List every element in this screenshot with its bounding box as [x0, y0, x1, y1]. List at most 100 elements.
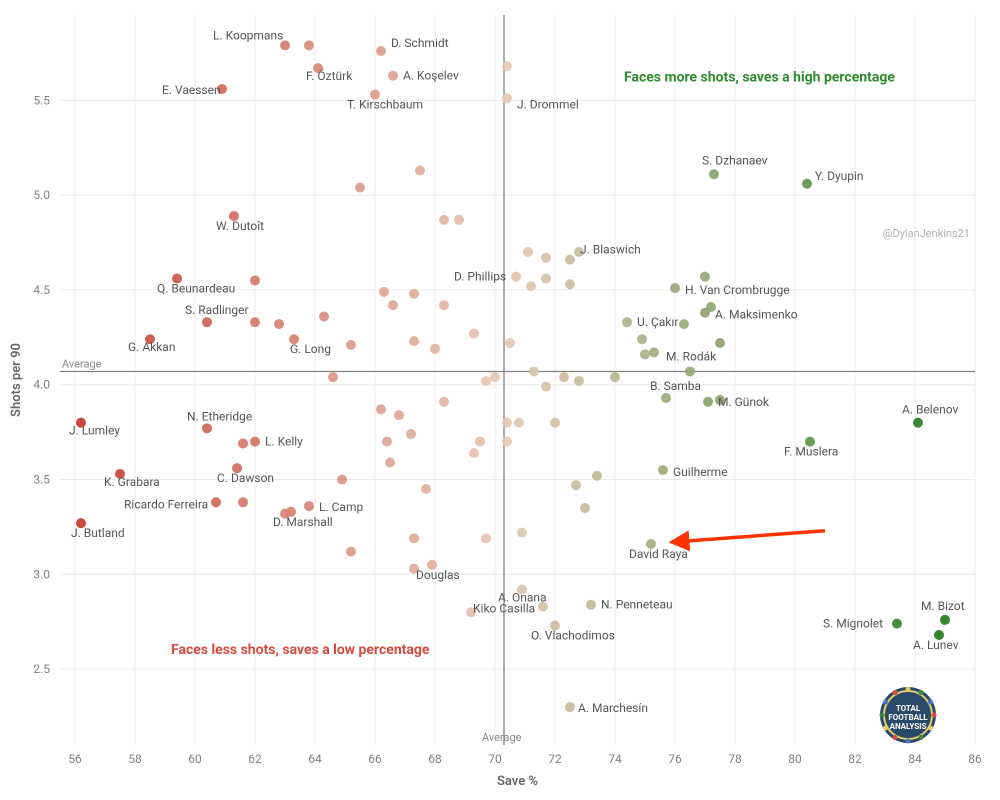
point [565, 702, 575, 712]
x-tick: 58 [128, 752, 142, 766]
point [409, 289, 419, 299]
x-axis-title: Save % [497, 774, 538, 789]
point-label: O. Vlachodimos [531, 629, 615, 643]
point [346, 547, 356, 557]
point [439, 397, 449, 407]
point [586, 600, 596, 610]
point [439, 300, 449, 310]
x-tick: 74 [608, 752, 622, 766]
point [475, 437, 485, 447]
point-label: A. Belenov [902, 403, 958, 417]
point [802, 179, 812, 189]
point [709, 169, 719, 179]
point-label: Guilherme [673, 465, 728, 479]
point-label: Kiko Casilla [473, 602, 535, 616]
point [385, 457, 395, 467]
y-tick: 4.5 [33, 283, 50, 297]
point [250, 275, 260, 285]
point-label: D. Marshall [273, 515, 333, 529]
point [565, 255, 575, 265]
point-label: A. Marchesín [578, 701, 648, 715]
point-label: K. Grabara [104, 475, 160, 489]
point [388, 71, 398, 81]
x-tick: 84 [908, 752, 922, 766]
point [421, 484, 431, 494]
point-label: L. Camp [319, 500, 363, 514]
point-label: W. Dutoît [216, 219, 264, 233]
point [388, 300, 398, 310]
point [409, 533, 419, 543]
point [304, 501, 314, 511]
x-tick: 64 [308, 752, 322, 766]
point-label: A. Lunev [913, 638, 959, 652]
point [328, 372, 338, 382]
point-label: M. Rodák [666, 350, 717, 364]
point-label: A. Koşelev [403, 69, 459, 83]
point-label: G. Akkan [128, 340, 175, 354]
point [517, 528, 527, 538]
point-label: G. Long [290, 342, 331, 356]
point [337, 475, 347, 485]
point [541, 382, 551, 392]
point-label: Douglas [416, 568, 460, 582]
x-tick: 78 [728, 752, 742, 766]
point-label: H. Van Crombrugge [685, 283, 790, 297]
point-label: L. Kelly [265, 435, 303, 449]
point-label: S. Radlinger [185, 303, 249, 317]
point [580, 503, 590, 513]
point [202, 317, 212, 327]
point [304, 40, 314, 50]
point [685, 366, 695, 376]
y-tick: 4.0 [33, 378, 50, 392]
avg-x-label: Average [482, 731, 522, 744]
point [238, 439, 248, 449]
svg-text:FOOTBALL: FOOTBALL [888, 713, 928, 722]
point [511, 272, 521, 282]
plot-bg [0, 0, 1000, 800]
svg-text:ANALYSIS: ANALYSIS [890, 722, 927, 731]
y-tick: 3.0 [33, 567, 50, 581]
point [319, 311, 329, 321]
point [376, 404, 386, 414]
point [379, 287, 389, 297]
point [514, 418, 524, 428]
x-tick: 76 [668, 752, 682, 766]
point [526, 281, 536, 291]
point [454, 215, 464, 225]
point-label: S. Mignolet [823, 617, 883, 631]
point [274, 319, 284, 329]
point [523, 247, 533, 257]
point-label: David Raya [629, 547, 688, 561]
point [238, 497, 248, 507]
point [382, 437, 392, 447]
point [469, 448, 479, 458]
point [550, 418, 560, 428]
point-label: C. Dawson [217, 471, 274, 485]
x-tick: 80 [788, 752, 802, 766]
point [481, 376, 491, 386]
point [703, 397, 713, 407]
point-label: M. Bizot [921, 599, 965, 613]
point [622, 317, 632, 327]
point-label: N. Etheridge [187, 409, 252, 423]
watermark: @DylanJenkins21 [883, 227, 970, 240]
point-label: B. Samba [650, 379, 701, 393]
point-label: U. Çakır [637, 315, 678, 329]
point [670, 283, 680, 293]
point [346, 340, 356, 350]
point-label: F. Öztürk [306, 68, 353, 83]
x-tick: 68 [428, 752, 442, 766]
point-label: J. Lumley [69, 424, 120, 438]
point-label: Y. Dyupin [815, 169, 864, 183]
point [406, 429, 416, 439]
avg-y-label: Average [62, 357, 102, 370]
quadrant-top-right: Faces more shots, saves a high percentag… [624, 69, 895, 85]
point-label: Q. Beunardeau [157, 282, 235, 296]
point [565, 279, 575, 289]
point [502, 61, 512, 71]
point [700, 272, 710, 282]
x-tick: 56 [68, 752, 82, 766]
point [661, 393, 671, 403]
point [571, 480, 581, 490]
scatter-chart: AverageAverage56586062646668707274767880… [0, 0, 1000, 800]
